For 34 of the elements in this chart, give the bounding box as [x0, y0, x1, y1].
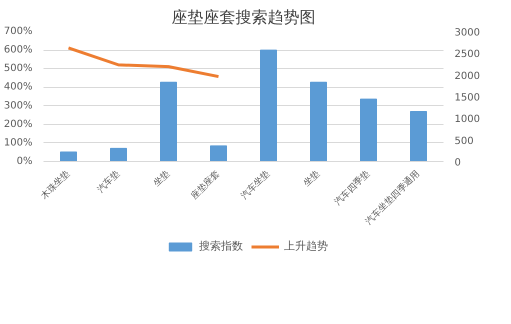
bar — [410, 111, 427, 162]
y-tick-label: 600% — [4, 44, 33, 56]
x-tick-label: 汽车垫 — [95, 168, 122, 196]
y-tick-label: 0% — [16, 156, 33, 167]
legend-label: 上升趋势 — [284, 238, 328, 254]
y-tick-label: 300% — [4, 100, 33, 112]
x-tick-label: 坐垫 — [302, 168, 322, 189]
bar — [360, 98, 377, 162]
y-tick-label: 200% — [4, 118, 33, 130]
bar — [310, 82, 327, 162]
x-tick-label: 座垫座套 — [188, 168, 222, 202]
y-tick-label: 100% — [4, 137, 33, 148]
y2-tick-label: 1000 — [454, 114, 480, 126]
chart-title: 座垫座套搜索趋势图 — [172, 8, 316, 26]
bar — [210, 145, 227, 162]
y2-tick-label: 0 — [454, 158, 461, 168]
y2-tick-label: 2500 — [454, 49, 480, 60]
x-tick-label: 汽车四季垫 — [332, 168, 372, 208]
bar — [160, 82, 177, 162]
y-tick-label: 700% — [4, 26, 33, 37]
y2-tick-label: 2000 — [454, 70, 480, 82]
x-tick-label: 木珠坐垫 — [38, 168, 72, 202]
bar — [60, 152, 77, 162]
bar — [110, 148, 127, 162]
y2-tick-label: 1500 — [454, 92, 480, 104]
y-tick-label: 500% — [4, 63, 33, 74]
legend-label: 搜索指数 — [199, 238, 243, 254]
x-tick-label: 坐垫 — [152, 168, 172, 189]
y2-tick-label: 3000 — [454, 28, 480, 38]
x-tick-label: 汽车坐垫 — [238, 168, 272, 202]
line-series — [67, 46, 220, 78]
y2-tick-label: 500 — [454, 136, 474, 147]
y-tick-label: 400% — [4, 82, 33, 93]
bar — [260, 50, 277, 162]
